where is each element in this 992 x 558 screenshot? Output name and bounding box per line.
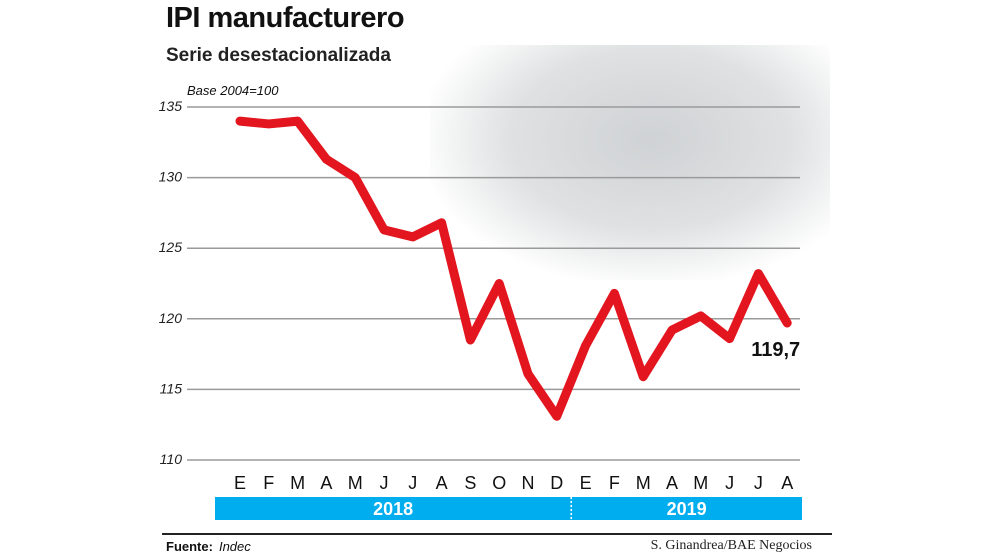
x-tick-label: E (234, 473, 246, 493)
y-tick-label: 115 (160, 380, 183, 396)
y-tick-label: 120 (159, 310, 183, 326)
y-axis-label: Base 2004=100 (187, 83, 279, 98)
x-tick-label: A (320, 473, 332, 493)
y-tick-label: 130 (159, 169, 183, 185)
x-tick-label: F (263, 473, 274, 493)
footer-divider (162, 533, 832, 535)
x-tick-label: M (290, 473, 305, 493)
x-tick-label: E (580, 473, 592, 493)
year-label: 2019 (667, 499, 707, 519)
x-tick-label: F (609, 473, 620, 493)
year-label: 2018 (373, 499, 413, 519)
x-tick-label: D (550, 473, 563, 493)
source-value: Indec (218, 539, 251, 554)
source-label: Fuente: (166, 539, 213, 554)
year-band (571, 497, 802, 520)
x-tick-label: M (348, 473, 363, 493)
credit: S. Ginandrea/BAE Negocios (650, 538, 812, 553)
x-tick-label: J (408, 473, 417, 493)
x-tick-label: A (436, 473, 448, 493)
x-tick-label: J (754, 473, 763, 493)
x-tick-label: J (380, 473, 389, 493)
y-tick-label: 125 (159, 239, 183, 255)
chart-title: IPI manufacturero (166, 2, 405, 34)
source: Fuente: Indec (166, 539, 251, 554)
x-tick-label: M (636, 473, 651, 493)
chart-subtitle: Serie desestacionalizada (166, 45, 391, 66)
x-tick-label: N (522, 473, 535, 493)
x-tick-label: S (464, 473, 476, 493)
x-tick-label: A (781, 473, 793, 493)
y-tick-label: 110 (160, 451, 183, 467)
background-photo (430, 45, 830, 280)
x-tick-label: A (666, 473, 678, 493)
x-tick-label: M (693, 473, 708, 493)
series-line (235, 116, 792, 421)
last-value-label: 119,7 (751, 339, 800, 361)
year-band (215, 497, 572, 520)
y-tick-label: 135 (159, 98, 183, 114)
x-tick-label: J (725, 473, 734, 493)
x-tick-label: O (492, 473, 506, 493)
